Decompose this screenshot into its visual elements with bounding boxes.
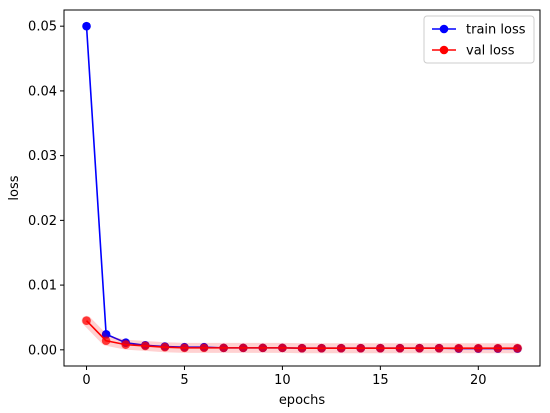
legend-swatch-marker xyxy=(439,24,449,34)
y-tick-label: 0.04 xyxy=(28,84,57,99)
data-point xyxy=(493,343,503,353)
axes: 0 5 10 15 20 0.00 0.01 0.02 0.03 0.04 0.05 xyxy=(28,9,541,388)
legend-label: train loss xyxy=(466,23,526,38)
data-point xyxy=(101,336,111,346)
data-point xyxy=(180,343,189,353)
x-tick-label: 20 xyxy=(470,373,487,388)
data-point xyxy=(297,343,307,353)
series-train-loss xyxy=(82,21,522,353)
data-point xyxy=(160,342,170,352)
data-point xyxy=(278,343,287,353)
legend-label: val loss xyxy=(466,44,515,59)
y-tick-label: 0.02 xyxy=(28,214,57,229)
y-tick-label: 0.00 xyxy=(28,343,57,358)
legend-swatch-marker xyxy=(439,45,449,55)
data-point xyxy=(121,340,131,349)
y-tick-label: 0.05 xyxy=(28,20,57,35)
data-point xyxy=(258,343,268,353)
data-point xyxy=(82,316,91,325)
data-point xyxy=(356,343,366,353)
data-point xyxy=(101,329,111,339)
data-point xyxy=(336,343,346,353)
legend: train loss val loss xyxy=(423,15,535,64)
legend-item: val loss xyxy=(432,44,515,59)
data-point xyxy=(376,343,385,353)
data-point xyxy=(395,343,405,353)
data-point xyxy=(317,343,326,353)
series-line xyxy=(85,26,518,350)
data-point xyxy=(199,343,209,353)
data-point xyxy=(140,341,150,351)
data-point xyxy=(219,343,228,353)
plot-area xyxy=(81,21,523,354)
series-val-loss xyxy=(81,315,523,354)
y-tick-label: 0.03 xyxy=(28,149,57,164)
data-point xyxy=(82,21,91,31)
data-point xyxy=(513,343,522,353)
x-tick-label: 10 xyxy=(274,373,291,388)
x-axis-label: epochs xyxy=(279,393,326,408)
y-axis-label: loss xyxy=(7,175,22,200)
data-point xyxy=(415,343,424,353)
y-tick-label: 0.01 xyxy=(28,279,57,294)
data-point xyxy=(238,343,248,353)
legend-item: train loss xyxy=(432,23,526,38)
plot-frame xyxy=(63,9,541,367)
x-tick-label: 0 xyxy=(82,373,90,388)
data-point xyxy=(454,343,464,353)
legend-box xyxy=(423,15,535,64)
data-point xyxy=(434,343,444,353)
data-point xyxy=(473,343,483,353)
x-tick-label: 15 xyxy=(372,373,389,388)
x-tick-label: 5 xyxy=(180,373,188,388)
